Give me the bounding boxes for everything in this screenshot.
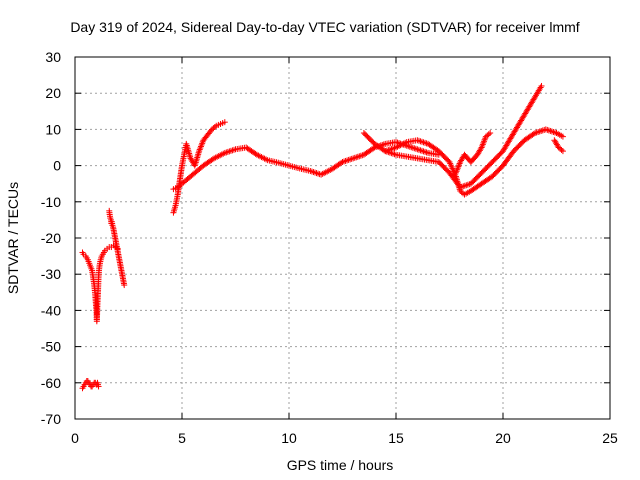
- data-point-fill: [538, 127, 545, 134]
- data-point-fill: [370, 145, 377, 152]
- data-point-fill: [415, 146, 422, 153]
- data-point-fill: [420, 148, 427, 155]
- data-point-fill: [229, 147, 236, 154]
- data-point-fill: [353, 154, 360, 161]
- data-point-fill: [310, 169, 317, 176]
- y-tick-label: 0: [53, 158, 61, 174]
- data-point: [559, 148, 566, 155]
- y-tick-label: -40: [41, 302, 61, 318]
- data-points: [79, 82, 566, 392]
- data-point-fill: [545, 127, 552, 134]
- data-point-fill: [338, 159, 345, 166]
- data-point-fill: [411, 145, 418, 152]
- data-point-fill: [344, 157, 351, 164]
- x-tick-label: 5: [178, 430, 186, 446]
- y-axis-label: SDTVAR / TECUs: [5, 182, 21, 294]
- data-point-fill: [389, 150, 396, 157]
- data-point: [538, 82, 545, 89]
- data-point: [95, 383, 102, 390]
- data-point-fill: [418, 147, 425, 154]
- data-point: [414, 146, 421, 153]
- axis-ticks: 0 5 10 15 20 25 -70 -60 -50 -40 -30 -20 -10 0 10 20 30: [41, 49, 618, 446]
- data-point-fill: [313, 170, 320, 177]
- y-tick-label: -10: [41, 194, 61, 210]
- data-point-fill: [347, 156, 354, 163]
- data-point-fill: [415, 137, 422, 144]
- data-point-fill: [412, 145, 419, 152]
- data-point: [221, 119, 228, 126]
- x-axis-label: GPS time / hours: [287, 457, 394, 473]
- data-point-fill: [408, 144, 415, 151]
- data-point-fill: [417, 147, 424, 154]
- data-point-fill: [409, 144, 416, 151]
- data-point-fill: [226, 148, 233, 155]
- y-tick-label: 20: [45, 85, 61, 101]
- data-point-fill: [530, 130, 537, 137]
- data-point-fill: [354, 153, 361, 160]
- data-point: [121, 282, 128, 289]
- data-point-fill: [351, 154, 358, 161]
- data-point-fill: [558, 146, 565, 153]
- data-point-fill: [463, 182, 470, 189]
- x-tick-label: 0: [71, 430, 79, 446]
- x-tick-label: 20: [495, 430, 511, 446]
- data-point-fill: [544, 126, 551, 133]
- data-point-fill: [227, 147, 234, 154]
- y-tick-label: -20: [41, 230, 61, 246]
- data-point-fill: [211, 123, 218, 130]
- data-point-fill: [345, 156, 352, 163]
- y-tick-label: 30: [45, 49, 61, 65]
- data-point-fill: [423, 149, 430, 156]
- x-tick-label: 25: [602, 430, 618, 446]
- y-tick-label: -30: [41, 266, 61, 282]
- x-tick-label: 10: [281, 430, 297, 446]
- data-point-fill: [311, 169, 318, 176]
- data-point-fill: [417, 138, 424, 145]
- grid-lines: [75, 57, 610, 419]
- data-point-fill: [548, 128, 555, 135]
- data-point-fill: [356, 153, 363, 160]
- data-point-fill: [230, 146, 237, 153]
- plot-frame: [74, 56, 611, 420]
- data-point: [559, 133, 566, 140]
- data-point-fill: [461, 182, 468, 189]
- data-point-fill: [477, 145, 484, 152]
- data-point-fill: [485, 131, 492, 138]
- data-point-fill: [391, 151, 398, 158]
- data-point-fill: [539, 127, 546, 134]
- data-point: [487, 130, 494, 137]
- data-point-fill: [547, 127, 554, 134]
- data-point-fill: [422, 148, 429, 155]
- x-tick-label: 15: [388, 430, 404, 446]
- data-point: [350, 155, 357, 162]
- data-point: [542, 126, 549, 133]
- data-point-fill: [308, 168, 315, 175]
- y-tick-label: -50: [41, 339, 61, 355]
- chart-title: Day 319 of 2024, Sidereal Day-to-day VTE…: [70, 19, 579, 35]
- data-point-fill: [406, 143, 413, 150]
- data-point-fill: [348, 155, 355, 162]
- data-point-fill: [418, 138, 425, 145]
- data-point-fill: [420, 139, 427, 146]
- y-tick-label: -60: [41, 375, 61, 391]
- y-tick-label: -70: [41, 411, 61, 427]
- y-tick-label: 10: [45, 121, 61, 137]
